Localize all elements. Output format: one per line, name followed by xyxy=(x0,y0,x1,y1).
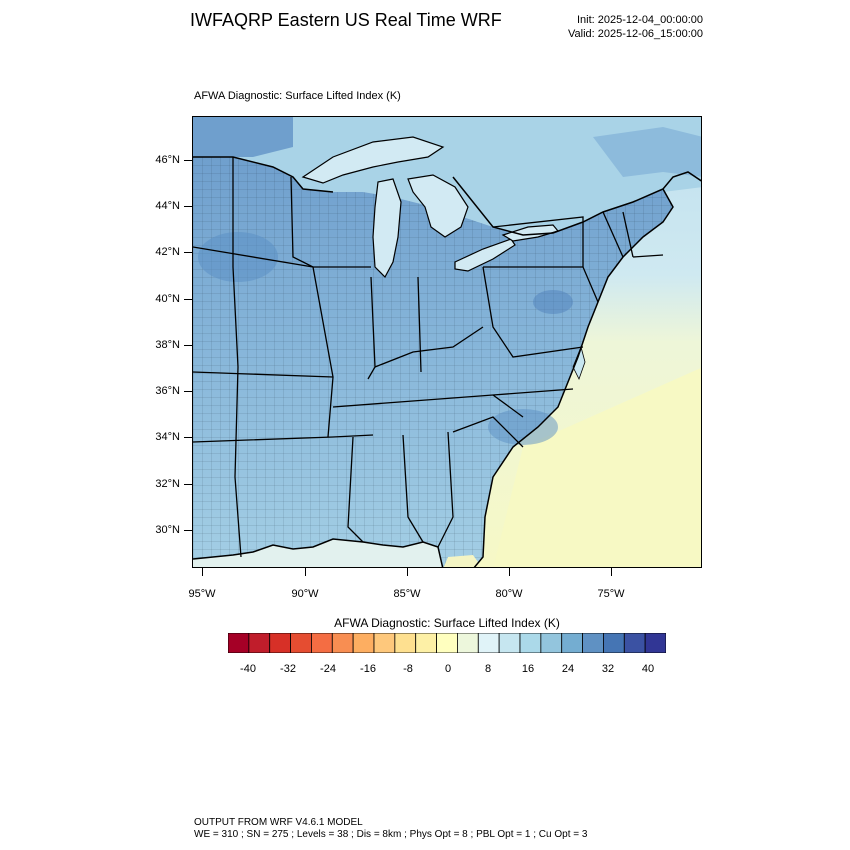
lake-huron xyxy=(407,174,469,238)
colorbar-label: -16 xyxy=(360,663,376,675)
lon-tick xyxy=(611,568,612,576)
lat-tick xyxy=(184,530,192,531)
lat-label-30: 30°N xyxy=(155,524,180,536)
us-coastline xyxy=(193,188,674,567)
colorbar-title: AFWA Diagnostic: Surface Lifted Index (K… xyxy=(334,616,560,630)
colorbar-label: 32 xyxy=(601,663,615,675)
lat-tick xyxy=(184,206,192,207)
colorbar-label: 24 xyxy=(561,663,575,675)
colorbar-swatch xyxy=(540,633,563,653)
colorbar-swatch xyxy=(228,633,250,653)
state-boundaries xyxy=(193,157,664,558)
lon-label-95: 95°W xyxy=(188,588,216,600)
lon-label-75: 75°W xyxy=(597,588,625,600)
colorbar-label: -8 xyxy=(403,663,413,675)
model-info-line2: WE = 310 ; SN = 275 ; Levels = 38 ; Dis … xyxy=(194,829,588,840)
gulf-of-mexico xyxy=(193,539,443,567)
lon-tick xyxy=(305,568,306,576)
colorbar-swatch xyxy=(248,633,271,653)
model-info-line1: OUTPUT FROM WRF V4.6.1 MODEL xyxy=(194,817,363,828)
colorbar-swatch xyxy=(644,633,666,653)
stable-zone-pennsylvania xyxy=(533,290,573,314)
lat-tick xyxy=(184,391,192,392)
colorbar-label: -40 xyxy=(240,663,256,675)
colorbar-swatch xyxy=(373,633,396,653)
lon-label-85: 85°W xyxy=(393,588,421,600)
colorbar-swatch xyxy=(582,633,604,653)
canada-northwest xyxy=(193,117,293,157)
colorbar-swatch xyxy=(394,633,417,653)
lat-label-32: 32°N xyxy=(155,478,180,490)
stable-zone-carolinas xyxy=(488,409,558,445)
lon-tick xyxy=(509,568,510,576)
colorbar-label: 0 xyxy=(444,663,452,675)
colorbar-label: 16 xyxy=(521,663,535,675)
colorbar-label: 8 xyxy=(484,663,492,675)
lat-tick xyxy=(184,252,192,253)
colorbar-swatch xyxy=(269,633,291,653)
colorbar-swatch xyxy=(311,633,333,653)
us-land-counties xyxy=(193,157,673,567)
lat-label-44: 44°N xyxy=(155,200,180,212)
lon-tick xyxy=(407,568,408,576)
ocean-southeast-pale xyxy=(493,367,701,567)
florida-north xyxy=(443,555,482,567)
stable-zone-iowa xyxy=(198,232,278,282)
valid-time: Valid: 2025-12-06_15:00:00 xyxy=(568,28,703,40)
colorbar-swatch xyxy=(457,633,479,653)
lat-label-38: 38°N xyxy=(155,339,180,351)
lat-label-46: 46°N xyxy=(155,154,180,166)
colorbar-label: 40 xyxy=(641,663,655,675)
lake-erie xyxy=(454,238,516,272)
lat-label-42: 42°N xyxy=(155,246,180,258)
colorbar-swatch xyxy=(290,633,312,653)
lat-tick xyxy=(184,299,192,300)
colorbar-swatch xyxy=(436,633,458,653)
lat-tick xyxy=(184,345,192,346)
colorbar-swatch xyxy=(415,633,437,653)
lake-superior xyxy=(301,136,445,184)
colorbar-label: -32 xyxy=(280,663,296,675)
plot-title: AFWA Diagnostic: Surface Lifted Index (K… xyxy=(194,90,401,102)
lat-label-34: 34°N xyxy=(155,431,180,443)
colorbar-swatch xyxy=(519,633,542,653)
colorbar-swatch xyxy=(561,633,583,653)
colorbar-swatch xyxy=(603,633,625,653)
map-panel xyxy=(192,116,702,568)
lon-label-80: 80°W xyxy=(495,588,523,600)
colorbar-swatch xyxy=(498,633,521,653)
init-time: Init: 2025-12-04_00:00:00 xyxy=(577,14,703,26)
lat-label-40: 40°N xyxy=(155,293,180,305)
lat-tick xyxy=(184,484,192,485)
colorbar-swatch xyxy=(623,633,646,653)
chesapeake-bay xyxy=(572,345,586,381)
lon-label-90: 90°W xyxy=(291,588,319,600)
main-title: IWFAQRP Eastern US Real Time WRF xyxy=(190,10,502,30)
canada-land xyxy=(193,117,701,237)
colorbar-swatch xyxy=(477,633,500,653)
lake-michigan xyxy=(372,178,402,278)
colorbar xyxy=(228,633,666,653)
map-canvas xyxy=(193,117,701,567)
lon-tick xyxy=(202,568,203,576)
colorbar-swatch xyxy=(331,633,354,653)
colorbar-label: -24 xyxy=(320,663,336,675)
quebec-highlands xyxy=(593,127,701,177)
colorbar-swatch xyxy=(352,633,375,653)
lat-tick xyxy=(184,160,192,161)
lat-tick xyxy=(184,437,192,438)
lat-label-36: 36°N xyxy=(155,385,180,397)
